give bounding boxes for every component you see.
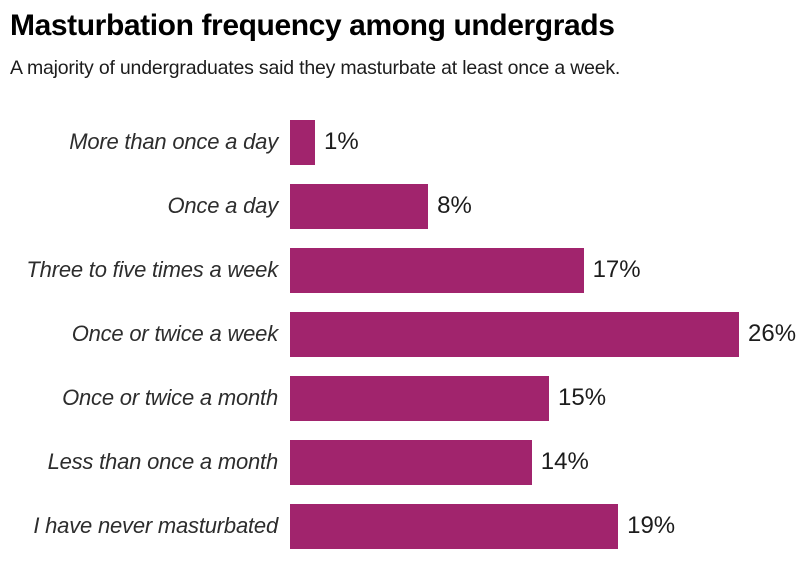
chart-subtitle: A majority of undergraduates said they m…: [10, 57, 621, 79]
value-label: 14%: [540, 448, 589, 475]
category-label: I have never masturbated: [33, 513, 278, 538]
chart-row: Once or twice a week 26%: [10, 302, 796, 366]
chart-row: Once a day 8%: [10, 174, 790, 238]
bar: [290, 375, 550, 421]
value-label: 15%: [558, 384, 607, 411]
chart-row: Once or twice a month 15%: [10, 366, 790, 430]
bar-track: 17%: [290, 238, 790, 302]
category-label: Less than once a month: [47, 449, 279, 474]
category-label: Once a day: [167, 193, 278, 218]
category-label: Three to five times a week: [26, 257, 278, 282]
value-label: 26%: [748, 320, 797, 347]
bar: [290, 247, 584, 293]
chart-row: Less than once a month 14%: [10, 430, 790, 494]
bar-track: 19%: [290, 494, 790, 558]
chart-rows: More than once a day 1% Once a day 8% Three …: [10, 110, 796, 558]
bar: [290, 311, 739, 357]
bar-track: 8%: [290, 174, 790, 238]
bar-track: 15%: [290, 366, 790, 430]
bar-track: 26%: [290, 302, 796, 366]
bar-track: 1%: [290, 110, 790, 174]
bar: [290, 119, 315, 165]
bar: [290, 503, 619, 549]
category-label: Once or twice a week: [71, 321, 279, 346]
value-label: 1%: [324, 128, 359, 155]
chart-title: Masturbation frequency among undergrads: [10, 9, 615, 42]
value-label: 17%: [592, 256, 641, 283]
category-label: Once or twice a month: [62, 385, 278, 410]
bar-track: 14%: [290, 430, 790, 494]
bar-chart: More than once a day 1% Once a day 8% Three …: [10, 110, 796, 558]
value-label: 19%: [627, 512, 676, 539]
chart-row: Three to five times a week 17%: [10, 238, 790, 302]
value-label: 8%: [437, 192, 472, 219]
chart-row: More than once a day 1%: [10, 110, 790, 174]
chart-row: I have never masturbated 19%: [10, 494, 790, 558]
category-label: More than once a day: [69, 129, 278, 154]
bar: [290, 183, 429, 229]
bar: [290, 439, 532, 485]
